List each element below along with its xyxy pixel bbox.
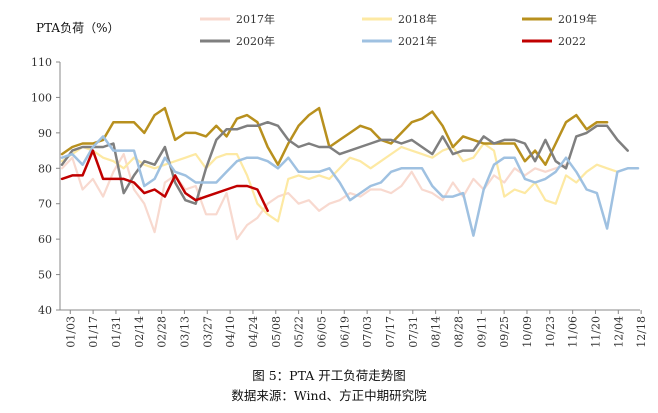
x-tick-label: 04/10 bbox=[224, 316, 237, 348]
x-tick-label: 06/05 bbox=[315, 316, 328, 348]
series-line-3 bbox=[60, 120, 629, 205]
y-axis-label: PTA负荷（%） bbox=[36, 21, 120, 35]
x-tick-label: 07/03 bbox=[361, 316, 374, 348]
x-tick-label: 10/09 bbox=[521, 316, 534, 348]
x-tick-label: 01/03 bbox=[64, 316, 77, 348]
x-tick-label: 11/06 bbox=[567, 316, 580, 348]
series-layer bbox=[60, 106, 640, 241]
y-tick-label: 80 bbox=[38, 162, 52, 175]
x-axis: 01/03 01/17 01/31 02/14 02/28 03/13 03/27 04/10… bbox=[60, 309, 648, 348]
legend-label: 2019年 bbox=[558, 12, 597, 26]
x-tick-label: 01/31 bbox=[110, 316, 123, 348]
x-tick-label: 12/18 bbox=[635, 316, 648, 348]
x-tick-label: 06/19 bbox=[338, 316, 351, 348]
legend-label: 2018年 bbox=[398, 12, 437, 26]
y-tick-label: 40 bbox=[38, 304, 52, 317]
x-tick-label: 02/14 bbox=[133, 316, 146, 348]
x-tick-label: 09/25 bbox=[498, 316, 511, 348]
legend-label: 2021年 bbox=[398, 34, 437, 48]
legend: 2017年 2018年 2019年 2020年 2021年 2022 bbox=[200, 12, 597, 48]
series-line-0 bbox=[60, 153, 568, 241]
x-tick-label: 07/17 bbox=[384, 316, 397, 348]
y-tick-label: 100 bbox=[31, 91, 52, 104]
y-tick-label: 90 bbox=[38, 127, 52, 140]
x-tick-label: 08/28 bbox=[452, 316, 465, 348]
x-tick-label: 01/17 bbox=[87, 316, 100, 348]
x-tick-label: 05/08 bbox=[270, 316, 283, 348]
x-tick-label: 03/13 bbox=[178, 316, 191, 348]
x-tick-label: 10/23 bbox=[544, 316, 557, 348]
figure-caption: 图 5：PTA 开工负荷走势图 bbox=[252, 368, 406, 383]
legend-label: 2022 bbox=[558, 35, 586, 48]
y-tick-label: 60 bbox=[38, 233, 52, 246]
legend-label: 2020年 bbox=[236, 34, 275, 48]
source-caption: 数据来源：Wind、方正中期研究院 bbox=[231, 388, 427, 403]
series-line-1 bbox=[60, 142, 619, 223]
x-tick-label: 11/20 bbox=[589, 316, 602, 348]
series-line-4 bbox=[60, 135, 640, 237]
series-line-5 bbox=[60, 149, 269, 213]
y-axis: 40 50 60 70 80 90 100 110 bbox=[31, 56, 61, 317]
x-tick-label: 12/04 bbox=[612, 316, 625, 348]
y-tick-label: 110 bbox=[31, 56, 52, 69]
y-tick-label: 50 bbox=[38, 269, 52, 282]
x-tick-label: 05/22 bbox=[293, 316, 306, 348]
x-tick-label: 03/27 bbox=[201, 316, 214, 348]
y-tick-label: 70 bbox=[38, 198, 52, 211]
x-tick-label: 08/14 bbox=[430, 316, 443, 348]
x-tick-label: 02/28 bbox=[156, 316, 169, 348]
x-tick-label: 09/11 bbox=[475, 316, 488, 348]
series-line-2 bbox=[60, 106, 609, 166]
x-tick-label: 04/24 bbox=[247, 316, 260, 348]
legend-label: 2017年 bbox=[236, 12, 275, 26]
x-tick-label: 07/31 bbox=[407, 316, 420, 348]
